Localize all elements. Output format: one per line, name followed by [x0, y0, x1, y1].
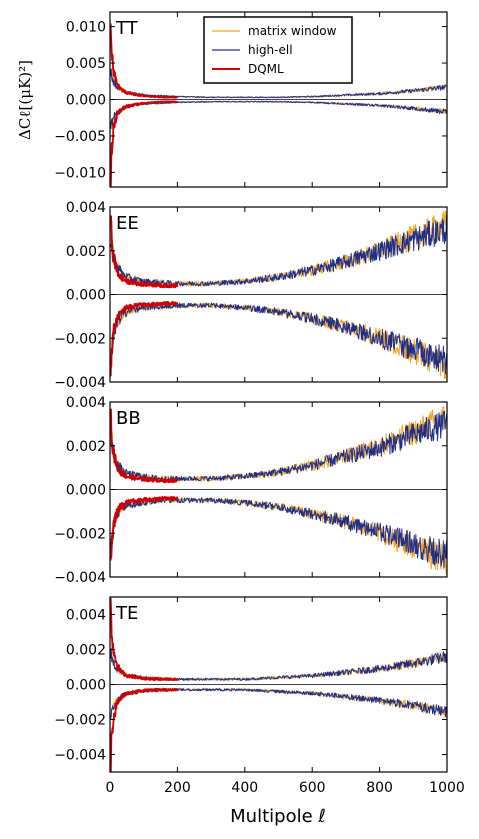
series-high-ell-negative [110, 302, 447, 375]
series-high-ell-negative [110, 688, 447, 720]
series-matrix-window-negative [110, 688, 447, 719]
panel-ee: 0.004 0.002 0.000 −0.002 −0.004 EE [54, 200, 448, 391]
panel-label: BB [116, 408, 141, 429]
x-tick-label: 600 [299, 780, 326, 796]
series-DQML-positive [110, 23, 178, 99]
x-tick-label: 1000 [429, 780, 465, 796]
series-DQML-positive [110, 597, 179, 682]
legend-entry: high-ell [248, 43, 293, 57]
series-high-ell-positive [110, 410, 447, 482]
x-tick-label: 400 [231, 780, 258, 796]
y-tick-label: 0.000 [66, 288, 106, 304]
y-axis-label: ΔCℓ[(μK)²] [16, 60, 34, 140]
series-high-ell-negative [110, 100, 447, 129]
series-matrix-window-positive [110, 210, 447, 287]
y-tick-label: −0.002 [54, 713, 106, 729]
y-tick-label: 0.004 [66, 395, 106, 411]
legend-entry: matrix window [248, 24, 337, 38]
y-tick-label: −0.004 [54, 748, 106, 764]
y-tick-label: 0.010 [66, 20, 106, 36]
y-tick-label: −0.010 [54, 165, 106, 181]
legend-entry: DQML [248, 62, 284, 76]
series-DQML-positive [110, 408, 179, 484]
panel-tt: 0.010 0.005 0.000 −0.005 −0.010 TT [54, 11, 448, 188]
y-tick-label: 0.000 [66, 678, 106, 694]
y-tick-label: 0.000 [66, 483, 106, 499]
x-tick-label: 800 [366, 780, 393, 796]
series-DQML-positive [110, 215, 179, 289]
x-axis-label: Multipole ℓ [230, 806, 326, 827]
curves [110, 597, 447, 772]
series-DQML-negative [110, 687, 178, 772]
y-tick-label: 0.005 [66, 56, 106, 72]
panel-label: TT [115, 18, 139, 39]
legend: matrix window high-ell DQML [203, 16, 353, 84]
y-tick-label: −0.005 [54, 129, 106, 145]
y-tick-label: 0.004 [66, 200, 106, 216]
curves [110, 23, 447, 187]
series-DQML-negative [110, 496, 179, 561]
series-matrix-window-negative [110, 497, 447, 575]
series-matrix-window-negative [110, 100, 447, 130]
series-high-ell-positive [110, 648, 447, 681]
panels: 0.0100.0050.000−0.005−0.010TT0.0040.0020… [54, 11, 465, 796]
series-DQML-negative [110, 300, 179, 377]
x-tick-label: 200 [164, 780, 191, 796]
curves [110, 406, 447, 575]
y-tick-label: 0.002 [66, 439, 106, 455]
y-tick-label: −0.004 [54, 570, 106, 586]
panel-label: TE [115, 603, 138, 624]
y-tick-label: 0.002 [66, 643, 106, 659]
series-DQML-negative [110, 100, 178, 187]
y-tick-label: 0.000 [66, 93, 106, 109]
series-high-ell-positive [110, 68, 447, 99]
y-tick-label: −0.002 [54, 331, 106, 347]
panel-label: EE [116, 213, 139, 234]
y-tick-label: 0.002 [66, 244, 106, 260]
curves [110, 210, 447, 380]
x-tick-label: 0 [106, 780, 115, 796]
panel-bb: 0.004 0.002 0.000 −0.002 −0.004 BB [54, 395, 448, 586]
y-tick-label: −0.004 [54, 375, 106, 391]
y-tick-label: 0.004 [66, 608, 106, 624]
y-tick-label: −0.002 [54, 526, 106, 542]
